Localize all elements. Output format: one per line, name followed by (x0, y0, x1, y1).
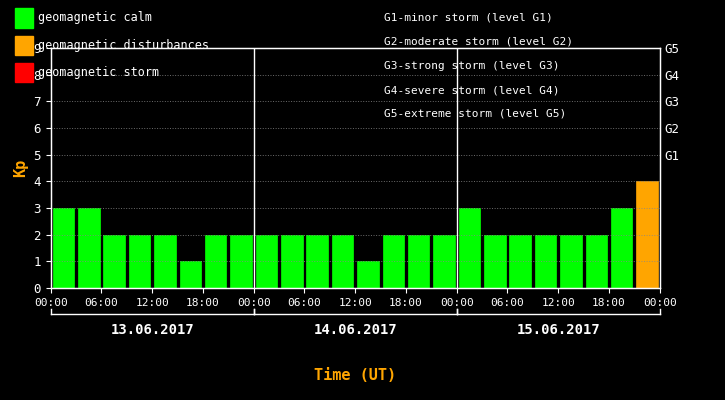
Text: Time (UT): Time (UT) (314, 368, 397, 384)
Text: 15.06.2017: 15.06.2017 (516, 323, 600, 337)
Text: G1-minor storm (level G1): G1-minor storm (level G1) (384, 13, 553, 23)
Text: G5-extreme storm (level G5): G5-extreme storm (level G5) (384, 109, 566, 119)
Text: geomagnetic disturbances: geomagnetic disturbances (38, 39, 210, 52)
Bar (560, 235, 581, 288)
Bar (408, 235, 429, 288)
Bar (129, 235, 150, 288)
Bar (637, 181, 658, 288)
Text: 13.06.2017: 13.06.2017 (110, 323, 194, 337)
Bar (510, 235, 531, 288)
Bar (307, 235, 328, 288)
Bar (180, 261, 201, 288)
Text: geomagnetic storm: geomagnetic storm (38, 66, 160, 79)
Bar (281, 235, 302, 288)
Bar (383, 235, 404, 288)
Bar (434, 235, 455, 288)
Text: G4-severe storm (level G4): G4-severe storm (level G4) (384, 85, 560, 95)
Bar (53, 208, 74, 288)
Bar (586, 235, 607, 288)
Text: geomagnetic calm: geomagnetic calm (38, 12, 152, 24)
Text: G2-moderate storm (level G2): G2-moderate storm (level G2) (384, 37, 573, 47)
Bar (256, 235, 277, 288)
Bar (231, 235, 252, 288)
Bar (332, 235, 353, 288)
Y-axis label: Kp: Kp (13, 159, 28, 177)
Bar (78, 208, 99, 288)
Bar (459, 208, 480, 288)
Bar (357, 261, 378, 288)
Text: G3-strong storm (level G3): G3-strong storm (level G3) (384, 61, 560, 71)
Bar (484, 235, 505, 288)
Bar (535, 235, 556, 288)
Bar (154, 235, 175, 288)
Bar (205, 235, 226, 288)
Text: 14.06.2017: 14.06.2017 (313, 323, 397, 337)
Bar (104, 235, 125, 288)
Bar (611, 208, 632, 288)
